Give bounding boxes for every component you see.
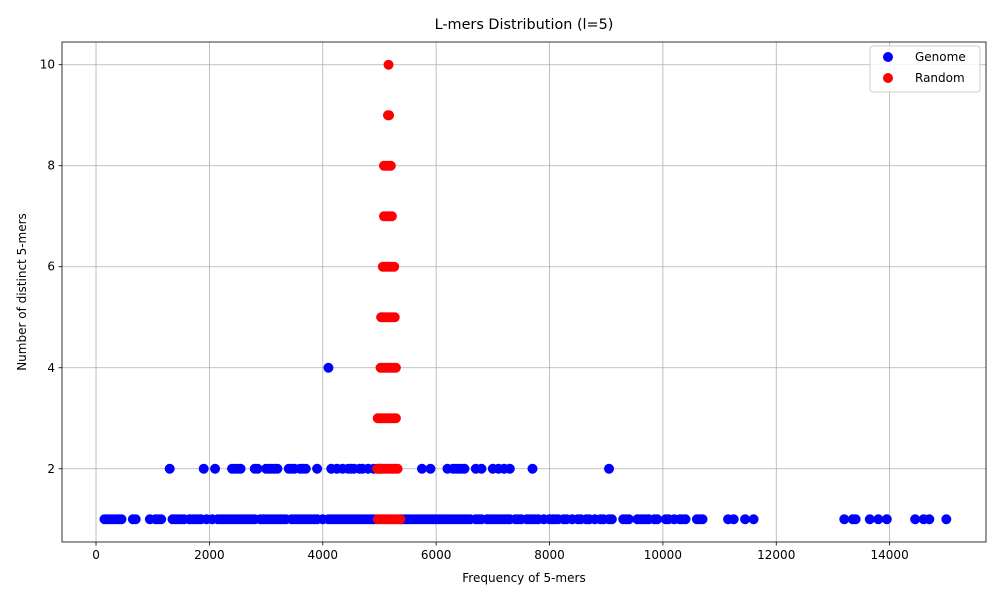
data-point-genome (235, 463, 246, 474)
data-point-genome (130, 514, 141, 525)
data-point-genome (748, 514, 759, 525)
data-point-genome (476, 463, 487, 474)
data-point-genome (164, 463, 175, 474)
data-point-genome (652, 514, 663, 525)
legend-label-genome: Genome (915, 50, 966, 64)
data-point-genome (504, 463, 515, 474)
x-tick-label: 0 (92, 548, 100, 562)
data-point-genome (272, 463, 283, 474)
legend-box (869, 45, 981, 93)
data-point-genome (425, 463, 436, 474)
data-point-random (395, 514, 406, 525)
legend-label-random: Random (915, 71, 965, 85)
data-point-genome (680, 514, 691, 525)
y-tick-label: 6 (47, 260, 55, 274)
plot-area-frame (61, 41, 987, 543)
data-point-random (390, 362, 401, 373)
x-tick-label: 6000 (421, 548, 452, 562)
data-point-random (390, 413, 401, 424)
x-tick-label: 14000 (871, 548, 909, 562)
data-point-genome (604, 463, 615, 474)
data-point-genome (416, 463, 427, 474)
data-point-genome (697, 514, 708, 525)
data-point-genome (839, 514, 850, 525)
x-tick-label: 4000 (307, 548, 338, 562)
data-point-random (392, 463, 403, 474)
y-tick-label: 2 (47, 462, 55, 476)
data-point-genome (116, 514, 127, 525)
legend: Genome Random (869, 45, 981, 93)
data-point-genome (941, 514, 952, 525)
data-point-genome (623, 514, 634, 525)
axis-ticks: 0 2000 4000 6000 8000 10000 12000 14000 2 4 6 8 10 (40, 58, 909, 562)
legend-marker-random (883, 73, 893, 83)
data-point-genome (864, 514, 875, 525)
data-point-random (384, 110, 395, 121)
data-point-genome (300, 463, 311, 474)
y-tick-label: 4 (47, 361, 55, 375)
y-tick-label: 10 (40, 58, 55, 72)
data-point-genome (527, 463, 538, 474)
x-tick-label: 8000 (534, 548, 565, 562)
data-point-genome (740, 514, 751, 525)
data-point-random (385, 160, 396, 171)
x-axis-label: Frequency of 5-mers (462, 571, 585, 585)
data-point-genome (924, 514, 935, 525)
data-point-genome (850, 514, 861, 525)
x-tick-label: 2000 (194, 548, 225, 562)
data-points (99, 59, 952, 525)
data-point-genome (910, 514, 921, 525)
data-point-random (383, 59, 394, 70)
x-tick-label: 12000 (757, 548, 795, 562)
legend-marker-genome (883, 52, 893, 62)
data-point-genome (312, 463, 323, 474)
data-point-genome (198, 463, 209, 474)
x-tick-label: 10000 (644, 548, 682, 562)
data-point-random (389, 312, 400, 323)
data-point-genome (606, 514, 617, 525)
y-axis-label: Number of distinct 5-mers (15, 213, 29, 371)
gridlines (62, 42, 986, 542)
data-point-genome (323, 362, 334, 373)
data-point-random (389, 261, 400, 272)
data-point-random (386, 211, 397, 222)
data-point-genome (459, 463, 470, 474)
data-point-genome (156, 514, 167, 525)
data-point-genome (873, 514, 884, 525)
y-tick-label: 8 (47, 159, 55, 173)
chart-title: L-mers Distribution (l=5) (435, 17, 614, 33)
data-point-genome (210, 463, 221, 474)
data-point-genome (252, 463, 263, 474)
data-point-genome (881, 514, 892, 525)
data-point-genome (728, 514, 739, 525)
